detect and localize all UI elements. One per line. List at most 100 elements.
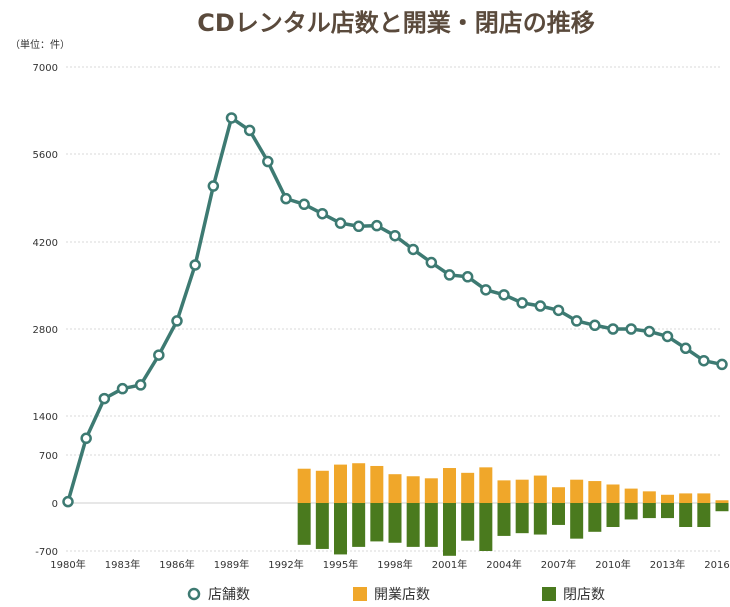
store-count-point <box>716 358 728 371</box>
y-tick-label: 2800 <box>33 325 58 336</box>
store-count-line <box>66 116 723 503</box>
opening-bar <box>370 465 384 503</box>
x-tick-label: 1983年 <box>105 558 140 571</box>
legend-closing-swatch <box>542 587 556 601</box>
legend-opening-swatch <box>353 587 367 601</box>
store-count-point <box>134 379 147 391</box>
opening-bar <box>715 500 729 503</box>
x-tick-label: 2013年 <box>650 558 685 571</box>
x-axis-ticks: 1980年 1983年 1986年 1989年 1992年 1995年 1998年 2001年… <box>50 558 730 571</box>
closing-bar <box>606 503 620 527</box>
opening-bar <box>424 478 438 503</box>
opening-bar <box>697 493 711 503</box>
opening-bar <box>570 479 584 503</box>
store-count-point <box>516 297 528 309</box>
line-layer <box>62 112 728 508</box>
closing-bar <box>679 503 693 527</box>
y-tick-label: 0 <box>52 499 58 510</box>
store-count-point <box>461 271 474 283</box>
y-tick-label: 7000 <box>33 63 58 74</box>
x-tick-label: 2007年 <box>541 558 576 571</box>
store-count-point <box>480 284 492 296</box>
closing-bar <box>424 503 438 547</box>
opening-bar <box>642 491 656 503</box>
legend-label: 閉店数 <box>563 587 605 603</box>
x-tick-label: 1980年 <box>50 558 85 571</box>
closing-bar <box>624 503 638 520</box>
store-count-point <box>607 323 619 335</box>
x-tick-label: 1995年 <box>323 558 358 571</box>
store-count-point <box>425 256 438 269</box>
store-count-point <box>371 219 383 232</box>
store-count-point <box>225 112 238 124</box>
legend: 店舗数 開業店数 閉店数 <box>187 587 605 603</box>
closing-bar <box>588 503 602 532</box>
opening-bar <box>406 476 420 503</box>
store-count-point <box>116 382 129 395</box>
legend-label: 店舗数 <box>208 587 250 603</box>
store-count-point <box>498 289 510 301</box>
opening-bar <box>588 481 602 503</box>
y-axis-ticks: -700 0 700 1400 2800 4200 5600 7000 <box>33 63 58 558</box>
store-count-point <box>589 319 601 332</box>
y-tick-label: 4200 <box>33 238 58 249</box>
closing-bar <box>406 503 420 547</box>
store-count-point <box>534 300 547 312</box>
closing-bar <box>515 503 529 534</box>
store-count-point <box>80 432 92 445</box>
store-count-point <box>443 269 456 281</box>
y-tick-label: 1400 <box>33 412 58 423</box>
legend-store-count-marker <box>187 587 201 601</box>
closing-bar <box>352 503 366 547</box>
closing-bar <box>697 503 711 527</box>
x-tick-label: 2010年 <box>595 558 630 571</box>
unit-label: （単位：件） <box>10 38 70 51</box>
store-count-point <box>207 180 220 192</box>
closing-bar <box>461 503 475 541</box>
store-count-point <box>334 217 347 229</box>
store-count-point <box>661 330 674 343</box>
x-tick-label: 2001年 <box>432 558 467 571</box>
x-tick-label: 1989年 <box>214 558 249 571</box>
closing-bar <box>570 503 584 539</box>
store-count-point <box>62 495 74 508</box>
opening-bar <box>515 479 529 503</box>
store-count-point <box>298 198 310 211</box>
opening-bar <box>334 464 347 503</box>
opening-bar <box>388 474 402 503</box>
bar-layer <box>297 463 729 556</box>
store-count-point <box>407 243 419 256</box>
y-tick-label: 700 <box>39 451 58 462</box>
closing-bar <box>661 503 674 519</box>
store-count-point <box>625 323 637 335</box>
closing-bar <box>370 503 384 542</box>
closing-bar <box>552 503 565 525</box>
store-count-point <box>389 229 401 242</box>
store-count-point <box>98 392 111 405</box>
opening-bar <box>352 463 366 503</box>
chart-title: CDレンタル店数と開業・閉店の推移 <box>197 9 595 37</box>
closing-bar <box>315 503 329 549</box>
opening-bar <box>533 475 547 503</box>
store-count-point <box>243 124 256 137</box>
store-count-point <box>280 192 292 205</box>
x-tick-label: 2016年 <box>704 558 730 571</box>
opening-bar <box>679 493 693 503</box>
opening-bar <box>443 468 456 503</box>
opening-bar <box>461 472 475 503</box>
store-count-point <box>153 349 165 361</box>
store-count-point <box>643 325 656 338</box>
store-count-point <box>262 155 274 168</box>
store-count-point <box>171 315 183 327</box>
store-count-point <box>352 220 365 233</box>
closing-bar <box>443 503 456 556</box>
closing-bar <box>479 503 493 551</box>
opening-bar <box>315 470 329 503</box>
store-count-point <box>679 342 692 355</box>
closing-bar <box>715 503 729 512</box>
y-tick-label: -700 <box>35 547 58 558</box>
closing-bar <box>642 503 656 519</box>
legend-label: 開業店数 <box>374 587 430 603</box>
